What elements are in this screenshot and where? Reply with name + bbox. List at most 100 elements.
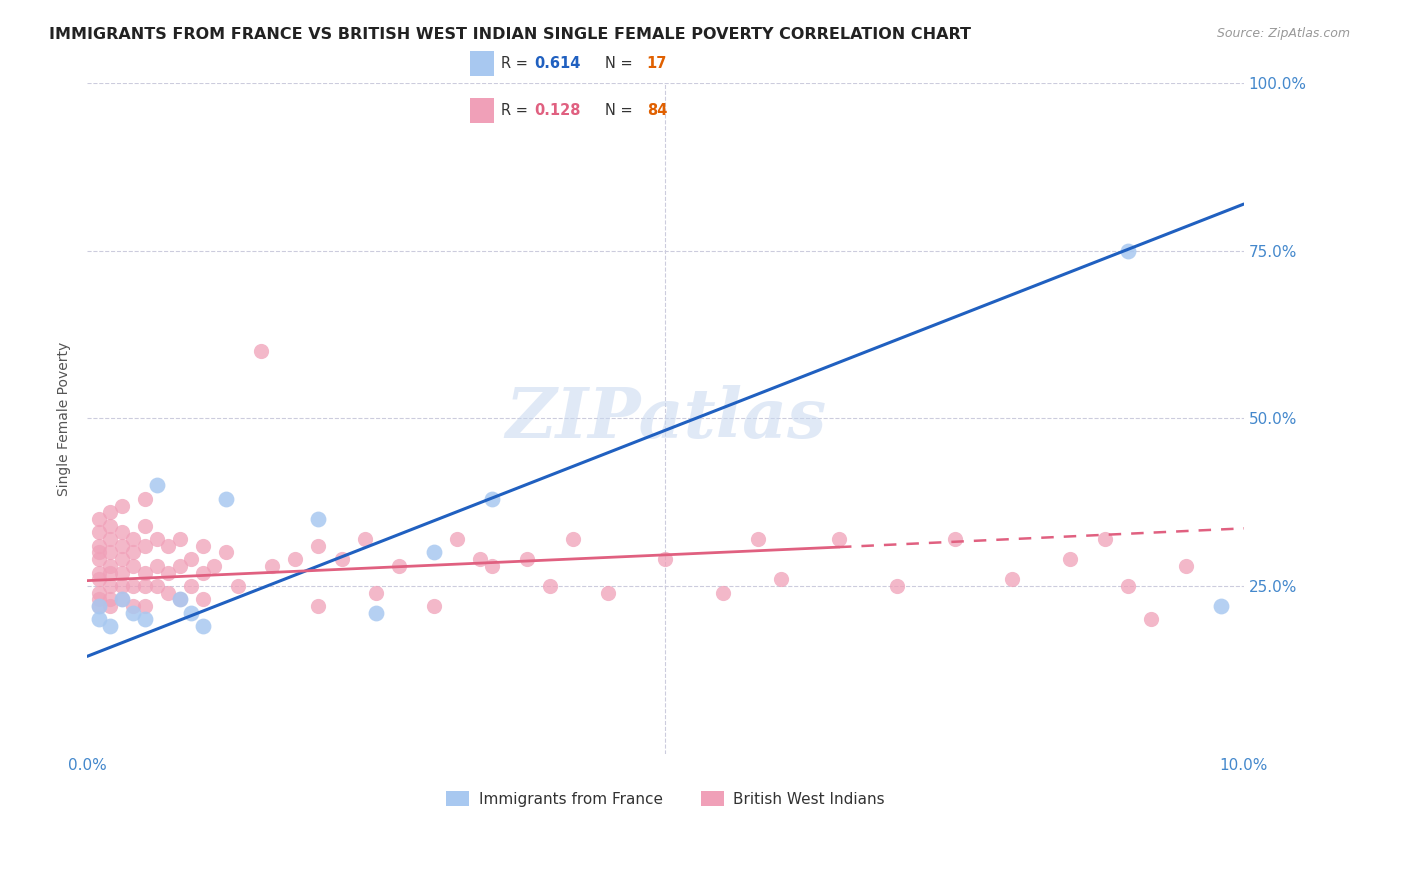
Point — [366, 585, 388, 599]
Point — [98, 505, 121, 519]
Point — [423, 545, 446, 559]
Text: R =: R = — [501, 56, 531, 71]
Y-axis label: Single Female Poverty: Single Female Poverty — [58, 342, 72, 496]
Point — [654, 552, 676, 566]
Text: IMMIGRANTS FROM FRANCE VS BRITISH WEST INDIAN SINGLE FEMALE POVERTY CORRELATION : IMMIGRANTS FROM FRANCE VS BRITISH WEST I… — [49, 27, 972, 42]
Point — [87, 539, 110, 553]
Point — [145, 532, 167, 546]
Point — [145, 558, 167, 573]
Point — [1140, 613, 1163, 627]
Point — [1209, 599, 1232, 613]
Point — [111, 499, 134, 513]
Point — [886, 579, 908, 593]
Point — [87, 572, 110, 586]
Point — [191, 539, 214, 553]
Point — [98, 518, 121, 533]
Point — [98, 566, 121, 580]
Point — [226, 579, 249, 593]
Point — [1094, 532, 1116, 546]
Text: N =: N = — [605, 56, 637, 71]
Point — [122, 579, 145, 593]
Point — [87, 599, 110, 613]
Point — [111, 592, 134, 607]
Text: Source: ZipAtlas.com: Source: ZipAtlas.com — [1216, 27, 1350, 40]
Point — [122, 599, 145, 613]
Point — [353, 532, 375, 546]
Point — [191, 566, 214, 580]
Point — [98, 619, 121, 633]
Point — [87, 525, 110, 540]
Point — [98, 545, 121, 559]
Point — [134, 579, 156, 593]
Point — [202, 558, 225, 573]
Point — [481, 491, 503, 506]
Point — [770, 572, 793, 586]
Point — [111, 525, 134, 540]
Point — [169, 592, 191, 607]
Point — [87, 592, 110, 607]
Point — [134, 599, 156, 613]
Point — [122, 558, 145, 573]
Point — [122, 606, 145, 620]
Text: N =: N = — [605, 103, 637, 118]
Point — [157, 566, 180, 580]
Point — [111, 552, 134, 566]
Point — [111, 592, 134, 607]
Point — [87, 613, 110, 627]
Point — [87, 599, 110, 613]
Point — [1174, 558, 1197, 573]
Point — [262, 558, 284, 573]
Point — [157, 539, 180, 553]
Point — [470, 552, 492, 566]
Point — [215, 545, 238, 559]
Point — [1059, 552, 1081, 566]
Point — [98, 532, 121, 546]
Point — [169, 532, 191, 546]
Text: 17: 17 — [647, 56, 666, 71]
Point — [87, 585, 110, 599]
Point — [180, 606, 202, 620]
Point — [145, 478, 167, 492]
Text: ZIPatlas: ZIPatlas — [505, 384, 827, 452]
Point — [538, 579, 561, 593]
Bar — [470, 51, 494, 77]
Point — [330, 552, 353, 566]
Point — [98, 592, 121, 607]
Point — [388, 558, 411, 573]
Point — [191, 592, 214, 607]
Point — [98, 599, 121, 613]
Point — [308, 599, 330, 613]
Point — [943, 532, 966, 546]
Point — [87, 512, 110, 526]
Point — [180, 579, 202, 593]
Point — [169, 558, 191, 573]
Point — [191, 619, 214, 633]
Point — [87, 566, 110, 580]
Point — [87, 552, 110, 566]
Point — [215, 491, 238, 506]
Text: 84: 84 — [647, 103, 666, 118]
Point — [561, 532, 583, 546]
Point — [516, 552, 538, 566]
Text: R =: R = — [501, 103, 531, 118]
Point — [122, 532, 145, 546]
Point — [249, 344, 271, 359]
Point — [747, 532, 769, 546]
Point — [169, 592, 191, 607]
Text: 0.128: 0.128 — [534, 103, 581, 118]
Point — [1001, 572, 1024, 586]
Point — [98, 558, 121, 573]
Point — [145, 579, 167, 593]
Point — [366, 606, 388, 620]
Point — [481, 558, 503, 573]
Point — [111, 579, 134, 593]
Point — [134, 518, 156, 533]
Point — [423, 599, 446, 613]
Point — [87, 545, 110, 559]
Point — [180, 552, 202, 566]
Point — [134, 566, 156, 580]
Point — [828, 532, 851, 546]
Text: 0.614: 0.614 — [534, 56, 581, 71]
Point — [446, 532, 468, 546]
Point — [308, 512, 330, 526]
